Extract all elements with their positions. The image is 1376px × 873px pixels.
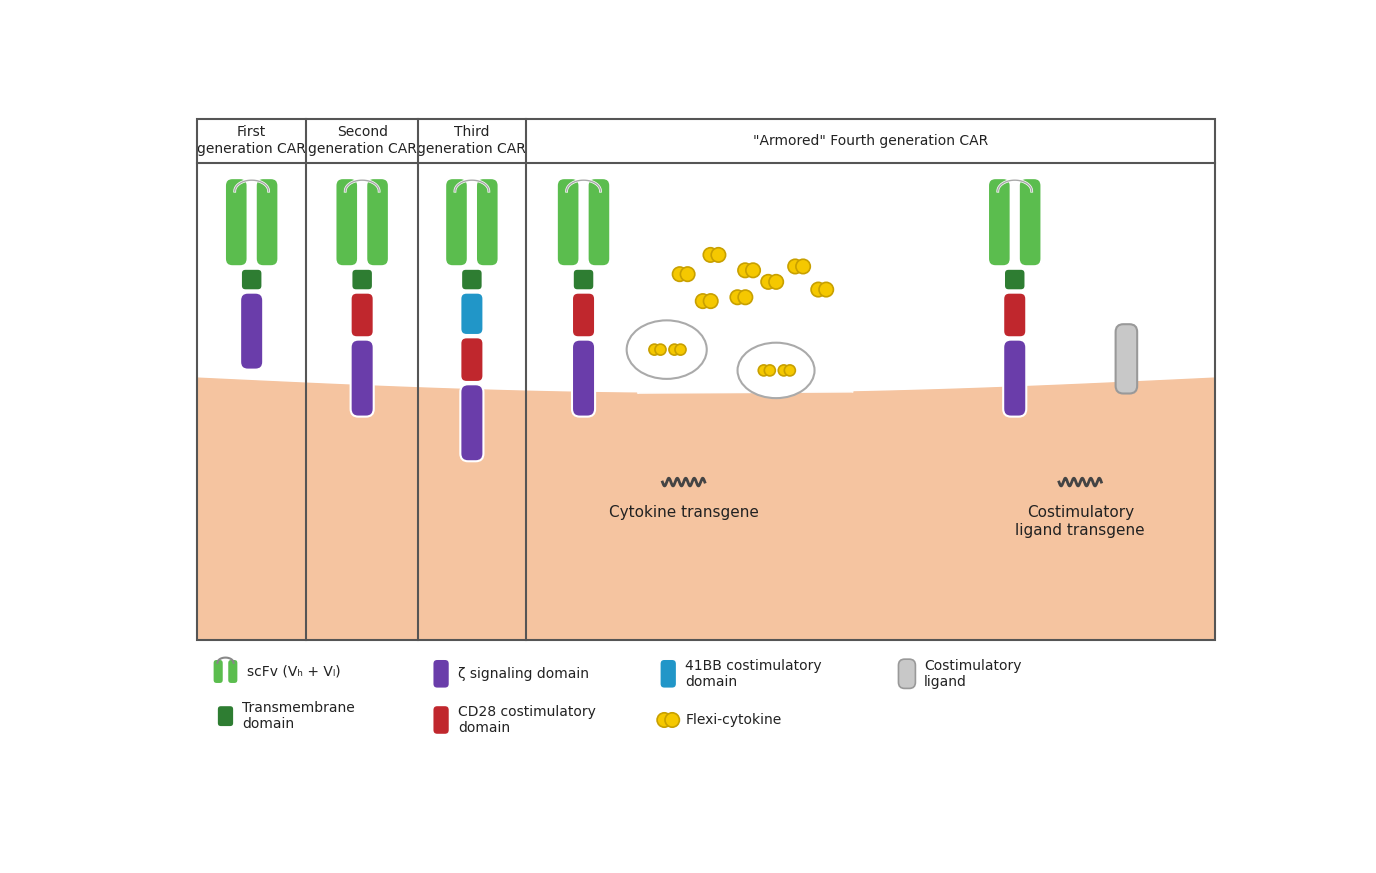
FancyBboxPatch shape bbox=[476, 178, 499, 266]
Circle shape bbox=[676, 344, 687, 355]
FancyBboxPatch shape bbox=[351, 269, 373, 291]
Circle shape bbox=[810, 282, 826, 297]
FancyBboxPatch shape bbox=[899, 659, 915, 689]
Circle shape bbox=[703, 248, 718, 262]
FancyBboxPatch shape bbox=[213, 659, 223, 684]
Text: Transmembrane
domain: Transmembrane domain bbox=[242, 701, 355, 732]
Circle shape bbox=[703, 294, 718, 308]
Circle shape bbox=[649, 344, 660, 355]
Circle shape bbox=[669, 344, 680, 355]
FancyBboxPatch shape bbox=[1004, 269, 1025, 291]
Circle shape bbox=[746, 263, 761, 278]
Circle shape bbox=[795, 259, 810, 273]
Circle shape bbox=[758, 365, 769, 376]
Circle shape bbox=[784, 365, 795, 376]
Circle shape bbox=[673, 267, 687, 281]
FancyBboxPatch shape bbox=[256, 178, 278, 266]
FancyBboxPatch shape bbox=[241, 269, 263, 291]
Ellipse shape bbox=[626, 320, 707, 379]
FancyBboxPatch shape bbox=[217, 705, 234, 727]
Circle shape bbox=[658, 712, 671, 727]
FancyBboxPatch shape bbox=[556, 178, 579, 266]
FancyBboxPatch shape bbox=[1116, 324, 1137, 394]
Circle shape bbox=[819, 282, 834, 297]
FancyBboxPatch shape bbox=[588, 178, 611, 266]
Text: Cytokine transgene: Cytokine transgene bbox=[608, 505, 758, 520]
Circle shape bbox=[696, 294, 710, 308]
FancyBboxPatch shape bbox=[1003, 292, 1026, 337]
FancyBboxPatch shape bbox=[366, 178, 389, 266]
FancyBboxPatch shape bbox=[1018, 178, 1042, 266]
FancyBboxPatch shape bbox=[227, 659, 238, 684]
Circle shape bbox=[761, 275, 776, 289]
Text: Third
generation CAR: Third generation CAR bbox=[417, 126, 527, 155]
Text: scFv (Vₕ + Vₗ): scFv (Vₕ + Vₗ) bbox=[248, 664, 341, 678]
Circle shape bbox=[711, 248, 725, 262]
Circle shape bbox=[788, 259, 802, 273]
Text: Flexi-cytokine: Flexi-cytokine bbox=[685, 713, 782, 727]
Text: First
generation CAR: First generation CAR bbox=[197, 126, 305, 155]
Polygon shape bbox=[637, 351, 853, 393]
Circle shape bbox=[779, 365, 790, 376]
FancyBboxPatch shape bbox=[351, 340, 374, 416]
Circle shape bbox=[738, 290, 753, 305]
Text: 41BB costimulatory
domain: 41BB costimulatory domain bbox=[685, 659, 821, 689]
Circle shape bbox=[769, 275, 783, 289]
Ellipse shape bbox=[738, 343, 815, 398]
FancyBboxPatch shape bbox=[336, 178, 358, 266]
Polygon shape bbox=[197, 378, 1215, 640]
FancyBboxPatch shape bbox=[659, 659, 677, 689]
Circle shape bbox=[731, 290, 744, 305]
Text: "Armored" Fourth generation CAR: "Armored" Fourth generation CAR bbox=[753, 134, 988, 148]
FancyBboxPatch shape bbox=[461, 269, 483, 291]
Circle shape bbox=[764, 365, 775, 376]
Circle shape bbox=[738, 263, 753, 278]
FancyBboxPatch shape bbox=[572, 269, 594, 291]
Circle shape bbox=[680, 267, 695, 281]
FancyBboxPatch shape bbox=[224, 178, 248, 266]
FancyBboxPatch shape bbox=[572, 292, 594, 337]
Text: CD28 costimulatory
domain: CD28 costimulatory domain bbox=[458, 705, 596, 735]
FancyBboxPatch shape bbox=[461, 384, 483, 461]
FancyBboxPatch shape bbox=[461, 337, 483, 382]
Bar bbox=[197, 119, 1215, 640]
FancyBboxPatch shape bbox=[1003, 340, 1026, 416]
Text: ζ signaling domain: ζ signaling domain bbox=[458, 667, 589, 681]
Text: Second
generation CAR: Second generation CAR bbox=[308, 126, 417, 155]
Circle shape bbox=[655, 344, 666, 355]
Text: Costimulatory
ligand: Costimulatory ligand bbox=[923, 659, 1021, 689]
Circle shape bbox=[665, 712, 680, 727]
FancyBboxPatch shape bbox=[432, 705, 450, 734]
FancyBboxPatch shape bbox=[572, 340, 594, 416]
FancyBboxPatch shape bbox=[351, 292, 374, 337]
FancyBboxPatch shape bbox=[444, 178, 468, 266]
FancyBboxPatch shape bbox=[432, 659, 450, 689]
FancyBboxPatch shape bbox=[241, 292, 263, 369]
FancyBboxPatch shape bbox=[461, 292, 483, 335]
FancyBboxPatch shape bbox=[988, 178, 1011, 266]
Text: Costimulatory
ligand transgene: Costimulatory ligand transgene bbox=[1015, 505, 1145, 538]
